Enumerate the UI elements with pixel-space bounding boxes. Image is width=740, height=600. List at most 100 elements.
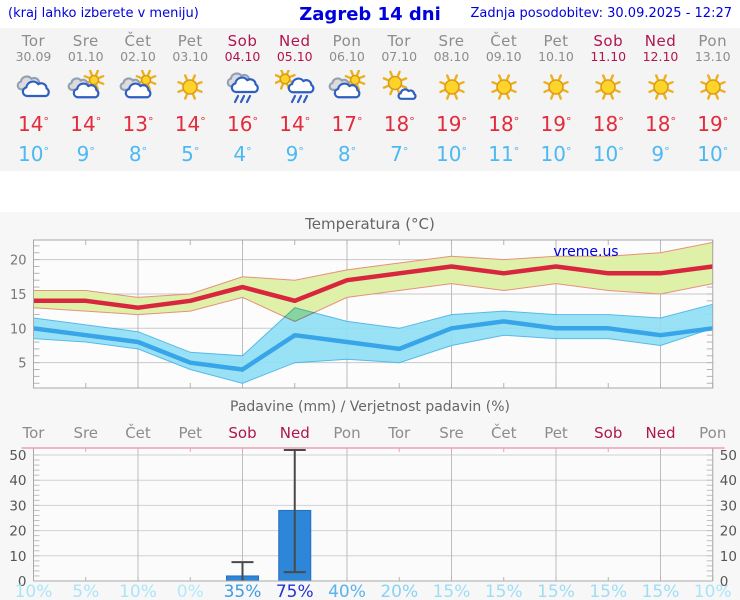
temp-min: 5° <box>181 142 200 166</box>
temp-min: 9° <box>76 142 95 166</box>
precip-day-label: Čet <box>125 423 151 442</box>
last-update-text: Zadnja posodobitev: 30.09.2025 - 12:27 <box>470 6 732 21</box>
sunny-icon <box>536 70 576 104</box>
precip-probability: 10% <box>119 582 157 600</box>
temperature-chart: Temperatura (°C) 5 10 15 20 vreme.us <box>10 215 714 389</box>
precip-day-label: Tor <box>22 424 46 442</box>
precip-y-tick-label-right: 50 <box>720 448 737 464</box>
day-name: Sre <box>72 32 99 50</box>
location-menu-hint: (kraj lahko izberete v meniju) <box>8 6 199 21</box>
precip-y-tick-label-right: 40 <box>720 473 737 489</box>
temp-min: 11° <box>488 142 520 166</box>
temp-y-tick-label: 15 <box>10 288 27 303</box>
precip-probability: 15% <box>589 582 627 600</box>
precip-day-label: Pet <box>544 424 568 442</box>
day-date: 13.10 <box>694 49 731 64</box>
precip-day-label: Pon <box>333 424 360 442</box>
precip-y-tick-label-left: 10 <box>9 549 26 565</box>
temp-max: 14° <box>18 112 49 136</box>
day-date: 02.10 <box>120 49 156 64</box>
day-name: Pet <box>543 32 569 50</box>
day-date: 05.10 <box>276 49 313 64</box>
temp-max: 18° <box>383 112 415 136</box>
precip-probability: 10% <box>694 582 732 600</box>
sunny-icon <box>588 70 628 104</box>
day-name: Sob <box>593 32 624 50</box>
precip-y-tick-label-right: 0 <box>720 574 729 590</box>
day-date: 07.10 <box>381 49 418 64</box>
temp-max: 14° <box>174 112 206 136</box>
precip-probability: 0% <box>177 582 204 600</box>
precip-y-tick-label-left: 0 <box>18 574 27 590</box>
temp-min: 9° <box>651 142 670 166</box>
precipitation-chart: Padavine (mm) / Verjetnost padavin (%) To… <box>9 399 737 600</box>
temp-min: 10° <box>18 142 49 166</box>
precip-probability: 5% <box>72 582 99 600</box>
precip-day-label: Tor <box>387 424 411 442</box>
sunny-icon <box>484 70 524 104</box>
temp-max: 18° <box>488 112 520 136</box>
day-name: Tor <box>387 32 411 50</box>
temp-y-tick-label: 10 <box>10 322 27 337</box>
precip-probability: 15% <box>537 582 575 600</box>
forecast-strip: Tor 30.09 14° 10° Sre 01.10 14° 9° Čet 02.10 13° 8°… <box>0 28 740 171</box>
temp-max: 13° <box>122 112 154 136</box>
temp-max: 18° <box>592 112 624 136</box>
mostly-sunny-icon <box>379 70 419 104</box>
temp-y-tick-label: 20 <box>10 254 27 269</box>
sun-rain-icon <box>274 68 315 104</box>
temp-min: 7° <box>390 142 409 166</box>
precip-y-tick-label-right: 20 <box>720 524 737 540</box>
vreme-us-watermark[interactable]: vreme.us <box>553 244 618 260</box>
day-name: Ned <box>644 32 677 50</box>
partly-sunny-icon <box>66 69 106 104</box>
precip-probability: 15% <box>433 582 471 600</box>
day-name: Tor <box>21 32 46 50</box>
line-tmax <box>33 264 713 310</box>
precip-day-label: Pet <box>178 424 202 442</box>
temp-max: 19° <box>540 112 572 136</box>
precip-y-tick-label-left: 30 <box>9 498 26 514</box>
day-name: Čet <box>490 32 518 50</box>
sunny-icon <box>641 70 681 104</box>
day-name: Sob <box>227 32 258 50</box>
precip-y-tick-label-right: 30 <box>720 498 737 514</box>
sunny-icon <box>170 70 210 104</box>
precip-day-label: Čet <box>491 423 517 442</box>
day-date: 30.09 <box>15 49 52 64</box>
temp-max: 17° <box>331 112 363 136</box>
precip-probability: 35% <box>224 582 262 600</box>
day-date: 09.10 <box>485 49 522 64</box>
partly-sunny-icon <box>118 69 158 104</box>
temp-y-tick-label: 5 <box>18 357 26 372</box>
day-name: Pon <box>332 32 362 50</box>
precip-probability: 10% <box>15 582 53 600</box>
precip-y-tick-label-left: 20 <box>9 524 26 540</box>
temp-min: 8° <box>128 142 148 166</box>
day-date: 10.10 <box>538 49 574 64</box>
precip-day-label: Sre <box>73 424 98 442</box>
precipitation-chart-title: Padavine (mm) / Verjetnost padavin (%) <box>230 399 510 415</box>
temp-min: 9° <box>285 142 304 166</box>
day-name: Čet <box>124 32 152 50</box>
precip-day-label: Pon <box>699 424 726 442</box>
precip-probability: 75% <box>276 582 314 600</box>
temp-max: 19° <box>436 112 467 136</box>
day-name: Pet <box>177 32 203 50</box>
temp-max: 14° <box>70 112 102 136</box>
precip-day-label: Sob <box>228 424 256 442</box>
temp-min: 4° <box>233 142 252 166</box>
precip-day-label: Sob <box>594 424 622 442</box>
page-title: Zagreb 14 dni <box>299 4 441 25</box>
precip-probability: 40% <box>328 582 366 600</box>
precip-y-tick-label-right: 10 <box>720 549 737 565</box>
rain-icon <box>223 70 263 104</box>
temp-max: 18° <box>645 112 676 136</box>
temp-min: 10° <box>697 142 729 166</box>
temp-min: 8° <box>337 142 357 166</box>
temp-min: 10° <box>540 142 572 166</box>
temp-min: 10° <box>436 142 467 166</box>
day-date: 11.10 <box>590 49 627 64</box>
day-date: 06.10 <box>329 49 365 64</box>
